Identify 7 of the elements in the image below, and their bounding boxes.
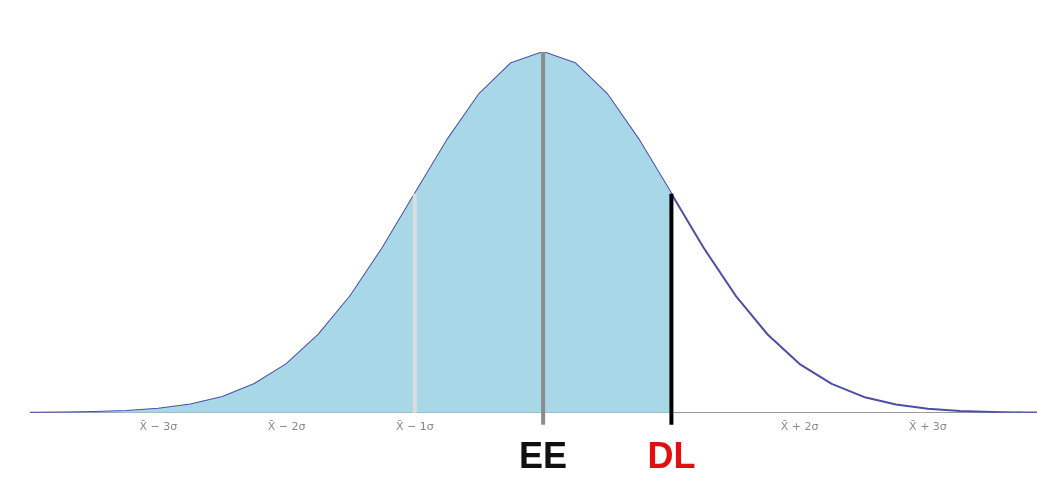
ref-line-label: DL <box>647 435 696 476</box>
x-tick-label: X̄ + 3σ <box>909 420 947 434</box>
x-tick-label: X̄ − 1σ <box>395 420 434 434</box>
x-tick-label: X̄ − 3σ <box>139 420 178 434</box>
x-tick-label: X̄ + 2σ <box>780 420 819 434</box>
ref-line-label: EE <box>519 435 568 476</box>
x-tick-label: X̄ − 2σ <box>267 420 306 434</box>
